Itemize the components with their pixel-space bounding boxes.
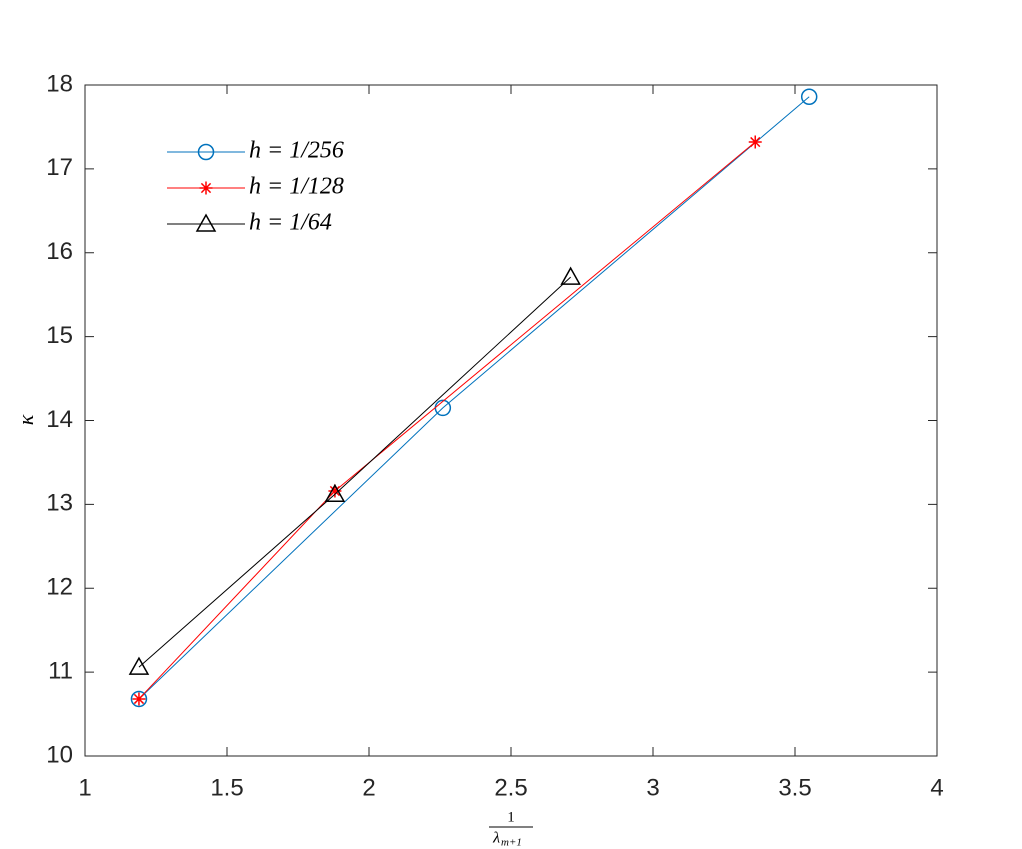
y-tick-label: 10 [46,741,73,768]
y-axis-label: κ [13,414,38,425]
y-tick-label: 16 [46,238,73,265]
x-tick-label: 4 [930,774,943,801]
y-tick-label: 11 [48,657,73,684]
legend-label: h = 1/128 [249,174,344,200]
marker-triangle [128,656,150,675]
y-tick-label: 18 [46,70,73,97]
x-tick-label: 1 [78,774,91,801]
y-tick-label: 12 [46,574,73,601]
marker-circle [130,690,148,708]
legend-marker [195,213,217,232]
x-tick-label: 3 [646,774,659,801]
y-tick-label: 13 [46,490,73,517]
y-tick-label: 15 [46,322,73,349]
x-tick-label: 2.5 [494,774,527,801]
x-label-subscript: m+1 [501,837,522,849]
axes-box [84,84,938,757]
series-line [138,96,810,700]
y-tick-label: 14 [46,406,73,433]
legend-marker [199,181,213,195]
marker-triangle [324,483,346,503]
x-label-numerator: 1 [507,809,515,825]
x-tick-label: 3.5 [778,774,811,801]
marker-circle [800,88,818,105]
x-label-denominator: λ [492,830,500,847]
marker-star [328,484,342,498]
marker-triangle [560,266,581,285]
x-tick-label: 1.5 [210,774,243,801]
series-line [138,276,571,668]
legend-label: h = 1/64 [249,210,332,236]
marker-star [748,135,762,149]
legend-label: h = 1/256 [249,138,344,164]
x-tick-label: 2 [362,774,375,801]
legend-marker [197,143,215,161]
marker-star [132,692,146,706]
y-tick-label: 17 [46,154,73,181]
